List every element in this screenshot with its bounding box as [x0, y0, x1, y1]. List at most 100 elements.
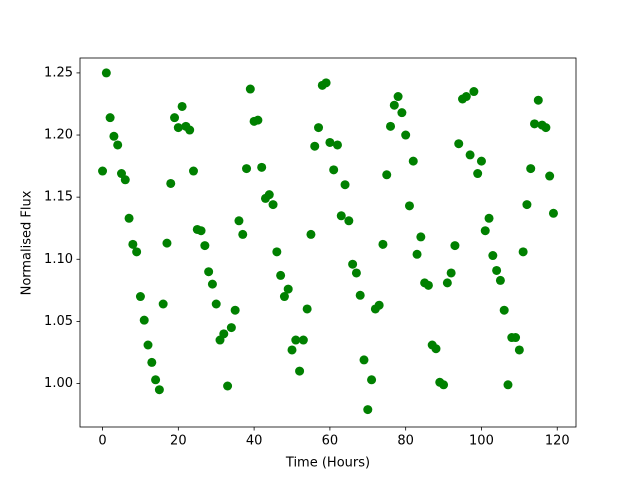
data-point: [196, 226, 206, 236]
x-axis-label: Time (Hours): [285, 456, 370, 471]
y-tick-label: 1.25: [44, 65, 73, 80]
data-point: [404, 201, 414, 211]
data-point: [143, 340, 153, 350]
data-point: [450, 241, 460, 251]
data-point: [226, 323, 236, 333]
data-point: [332, 140, 342, 150]
y-tick-label: 1.15: [44, 190, 73, 205]
data-point: [545, 171, 555, 181]
data-point: [204, 267, 214, 277]
data-point: [302, 304, 312, 314]
data-point: [548, 208, 558, 218]
data-point: [446, 268, 456, 278]
data-point: [397, 108, 407, 118]
data-point: [423, 280, 433, 290]
y-tick-label: 1.10: [44, 252, 73, 267]
data-point: [439, 380, 449, 390]
data-point: [132, 247, 142, 257]
data-point: [135, 292, 145, 302]
data-point: [393, 92, 403, 102]
data-point: [177, 101, 187, 111]
y-tick-label: 1.05: [44, 314, 73, 329]
data-point: [245, 84, 255, 94]
data-point: [211, 299, 221, 309]
data-point: [162, 238, 172, 248]
data-point: [492, 265, 502, 275]
data-point: [158, 299, 168, 309]
plot-frame: [79, 57, 577, 428]
data-point: [98, 166, 108, 176]
data-point: [238, 229, 248, 239]
data-point: [230, 305, 240, 315]
data-point: [442, 278, 452, 288]
data-point: [276, 270, 286, 280]
data-point: [454, 139, 464, 149]
data-point: [298, 335, 308, 345]
data-point: [336, 211, 346, 221]
data-point: [416, 232, 426, 242]
data-point: [401, 130, 411, 140]
data-point: [389, 100, 399, 110]
data-point: [113, 140, 123, 150]
data-point: [382, 170, 392, 180]
data-point: [363, 405, 373, 415]
data-point: [268, 200, 278, 210]
data-point: [223, 381, 233, 391]
data-point: [105, 113, 115, 123]
data-point: [101, 68, 111, 78]
data-point: [283, 284, 293, 294]
data-point: [484, 213, 494, 223]
data-point: [306, 229, 316, 239]
data-point: [344, 216, 354, 226]
data-point: [124, 213, 134, 223]
data-point: [499, 305, 509, 315]
data-point: [200, 241, 210, 251]
data-point: [253, 115, 263, 125]
data-point: [170, 113, 180, 123]
data-point: [480, 226, 490, 236]
data-point: [234, 216, 244, 226]
x-tick-label: 40: [246, 434, 263, 449]
data-point: [533, 95, 543, 105]
data-point: [473, 169, 483, 179]
x-tick-label: 0: [98, 434, 106, 449]
data-point: [408, 156, 418, 166]
data-point: [287, 345, 297, 355]
data-point: [147, 357, 157, 367]
data-point: [469, 87, 479, 97]
data-point: [207, 279, 217, 289]
data-point: [495, 275, 505, 285]
x-tick-label: 100: [469, 434, 494, 449]
x-tick-label: 120: [545, 434, 570, 449]
data-point: [431, 344, 441, 354]
data-point: [257, 162, 267, 172]
data-point: [465, 150, 475, 160]
data-point: [503, 380, 513, 390]
data-point: [340, 180, 350, 190]
y-axis-label: Normalised Flux: [20, 190, 35, 295]
data-point: [378, 239, 388, 249]
data-point: [359, 355, 369, 365]
data-point: [185, 125, 195, 135]
data-point: [310, 141, 320, 151]
data-point: [314, 123, 324, 133]
data-point: [541, 123, 551, 133]
data-point: [291, 335, 301, 345]
data-point: [476, 156, 486, 166]
data-point: [461, 92, 471, 102]
data-point: [522, 200, 532, 210]
data-point: [321, 78, 331, 88]
y-tick-label: 1.00: [44, 376, 73, 391]
data-point: [355, 290, 365, 300]
data-point: [166, 178, 176, 188]
data-point: [348, 259, 358, 269]
data-point: [295, 366, 305, 376]
data-point: [514, 345, 524, 355]
data-point: [151, 375, 161, 385]
data-point: [325, 137, 335, 147]
x-tick-label: 20: [170, 434, 187, 449]
data-point: [139, 315, 149, 325]
data-point: [526, 164, 536, 174]
